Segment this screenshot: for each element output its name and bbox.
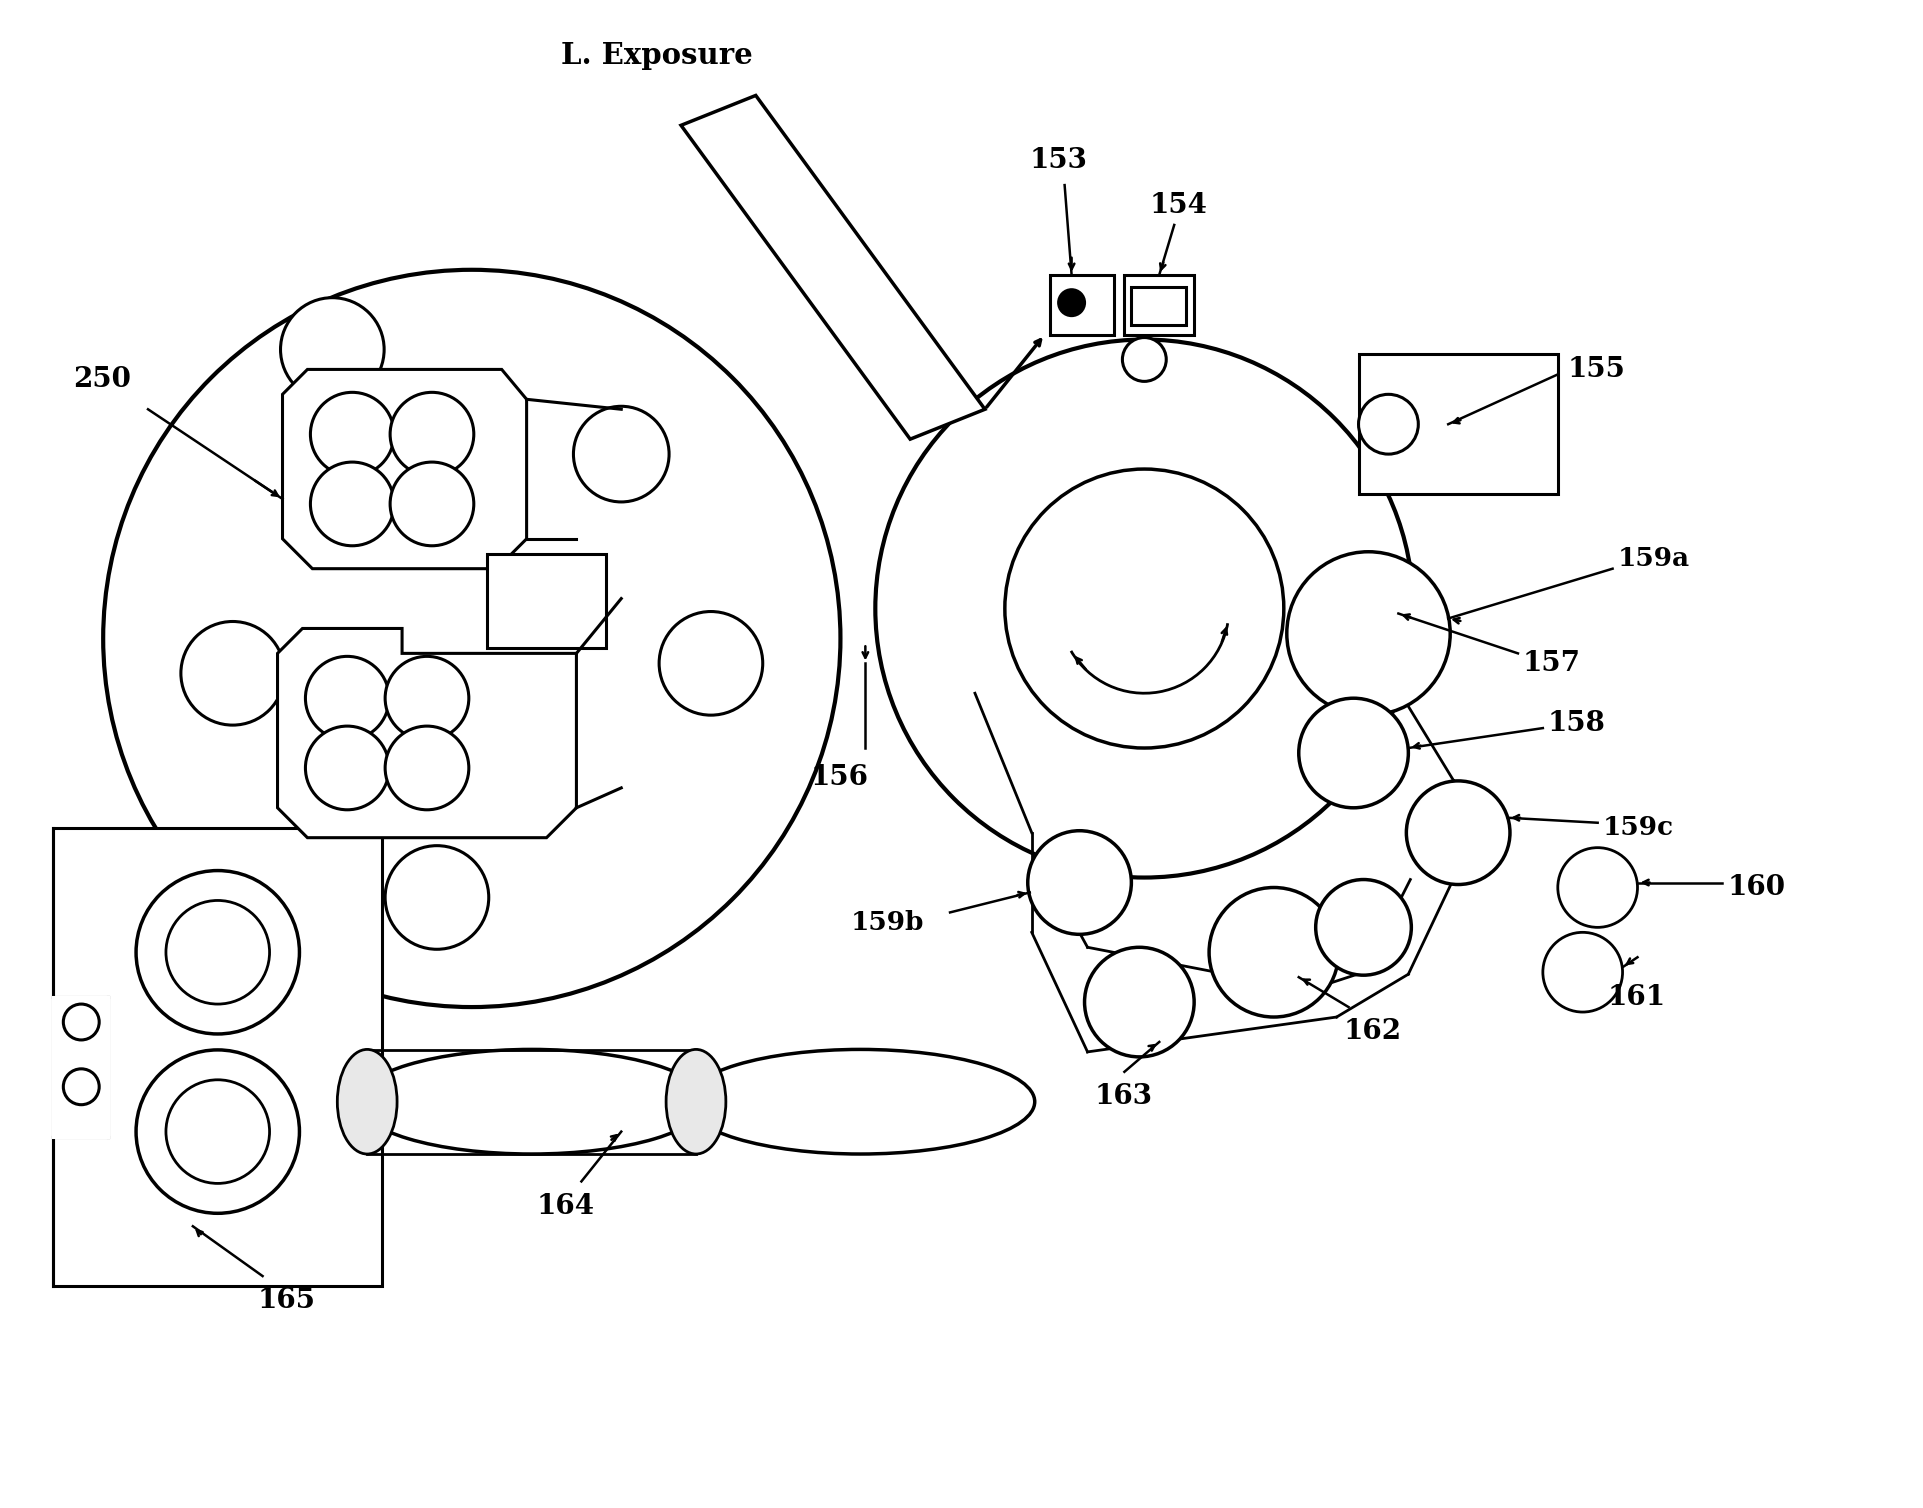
Text: 164: 164 xyxy=(537,1193,594,1220)
Text: 159b: 159b xyxy=(850,909,923,935)
Circle shape xyxy=(1085,947,1194,1057)
Ellipse shape xyxy=(358,1050,706,1154)
Circle shape xyxy=(1208,888,1338,1016)
Circle shape xyxy=(385,656,469,740)
Text: 155: 155 xyxy=(1567,356,1625,383)
Bar xyxy=(1123,274,1194,335)
Ellipse shape xyxy=(687,1050,1035,1154)
Text: L. Exposure: L. Exposure xyxy=(562,41,752,69)
Circle shape xyxy=(1542,932,1621,1012)
Circle shape xyxy=(573,406,669,502)
Circle shape xyxy=(137,870,300,1034)
Circle shape xyxy=(1121,338,1165,382)
Polygon shape xyxy=(283,369,527,569)
Text: 154: 154 xyxy=(1148,192,1206,219)
Text: 160: 160 xyxy=(1727,875,1785,900)
Text: 159c: 159c xyxy=(1602,816,1673,840)
Circle shape xyxy=(875,339,1413,878)
Bar xyxy=(54,997,108,1137)
Polygon shape xyxy=(277,629,577,837)
Circle shape xyxy=(1558,847,1636,927)
Circle shape xyxy=(1286,552,1450,715)
Circle shape xyxy=(390,392,473,477)
Circle shape xyxy=(306,656,388,740)
Text: 159a: 159a xyxy=(1617,546,1688,572)
Bar xyxy=(54,828,383,1286)
Text: 165: 165 xyxy=(258,1288,315,1315)
Ellipse shape xyxy=(665,1050,725,1154)
Circle shape xyxy=(310,392,394,477)
Circle shape xyxy=(1406,781,1510,885)
Circle shape xyxy=(660,612,762,715)
Circle shape xyxy=(310,461,394,546)
Bar xyxy=(1131,287,1186,324)
Circle shape xyxy=(385,846,488,949)
Bar xyxy=(487,553,606,648)
Polygon shape xyxy=(681,95,985,439)
Text: 162: 162 xyxy=(1342,1018,1402,1045)
Circle shape xyxy=(306,727,388,810)
Text: 250: 250 xyxy=(73,366,131,394)
Circle shape xyxy=(63,1069,100,1105)
Circle shape xyxy=(137,1050,300,1214)
Text: 156: 156 xyxy=(810,765,867,792)
Circle shape xyxy=(181,621,285,725)
Circle shape xyxy=(1358,394,1417,454)
Text: 158: 158 xyxy=(1546,710,1606,736)
Circle shape xyxy=(1298,698,1408,808)
Text: 161: 161 xyxy=(1608,983,1665,1010)
Circle shape xyxy=(390,461,473,546)
Bar xyxy=(1050,274,1113,335)
Text: 157: 157 xyxy=(1523,650,1581,677)
Text: 163: 163 xyxy=(1094,1083,1152,1110)
Ellipse shape xyxy=(337,1050,396,1154)
Circle shape xyxy=(1315,879,1411,976)
Circle shape xyxy=(165,1080,269,1184)
Circle shape xyxy=(385,727,469,810)
Bar xyxy=(1358,354,1558,495)
Circle shape xyxy=(165,900,269,1004)
Circle shape xyxy=(63,1004,100,1041)
Circle shape xyxy=(104,270,840,1007)
Circle shape xyxy=(1027,831,1131,935)
Circle shape xyxy=(1004,469,1283,748)
Circle shape xyxy=(281,297,385,401)
Text: 153: 153 xyxy=(1029,146,1086,173)
Circle shape xyxy=(1058,290,1085,315)
